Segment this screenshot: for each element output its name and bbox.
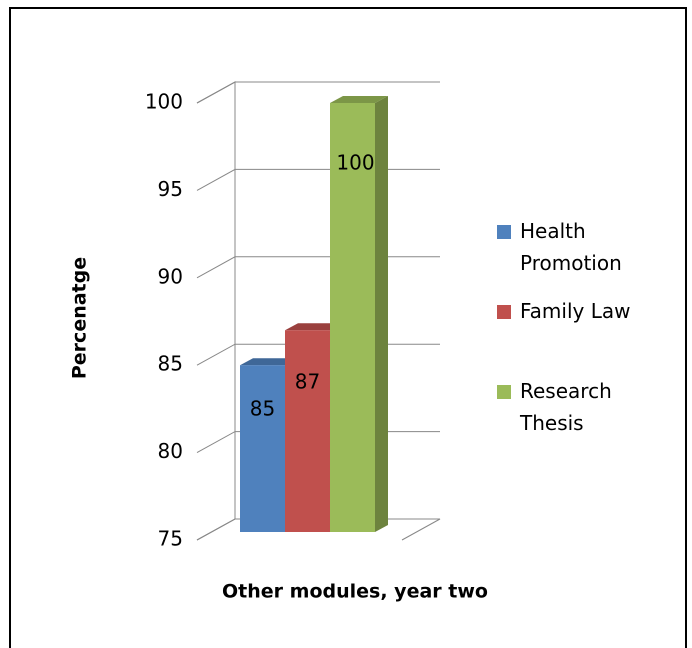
x-axis-label: Other modules, year two [222,581,488,603]
y-tick-label: 90 [158,264,183,288]
bar [285,330,330,532]
legend-label: Research Thesis [520,379,612,435]
bar-top [330,96,388,103]
data-label: 100 [336,151,374,175]
y-tick-label: 95 [158,177,183,201]
legend-label: Family Law [520,299,631,323]
legend-label: Health Promotion [520,219,622,275]
data-label: 87 [295,370,320,394]
y-tick-label: 80 [158,439,183,463]
grid-line [196,168,440,191]
y-tick-label: 100 [145,90,183,114]
y-tick-label: 75 [158,527,183,551]
legend-swatch [497,305,511,319]
data-label: 85 [250,397,275,421]
bar [330,103,375,532]
legend-swatch [497,225,511,239]
back-wall-edge [196,81,236,519]
bar-top [285,323,343,331]
frame [9,7,687,648]
grid-line [196,256,440,279]
y-tick-label: 85 [158,352,183,376]
bar [240,365,285,532]
legend-swatch [497,385,511,399]
y-axis-label: Percenatge [69,257,91,379]
bar-top [240,358,298,366]
grid-line [196,81,440,104]
bar-side [375,96,388,532]
